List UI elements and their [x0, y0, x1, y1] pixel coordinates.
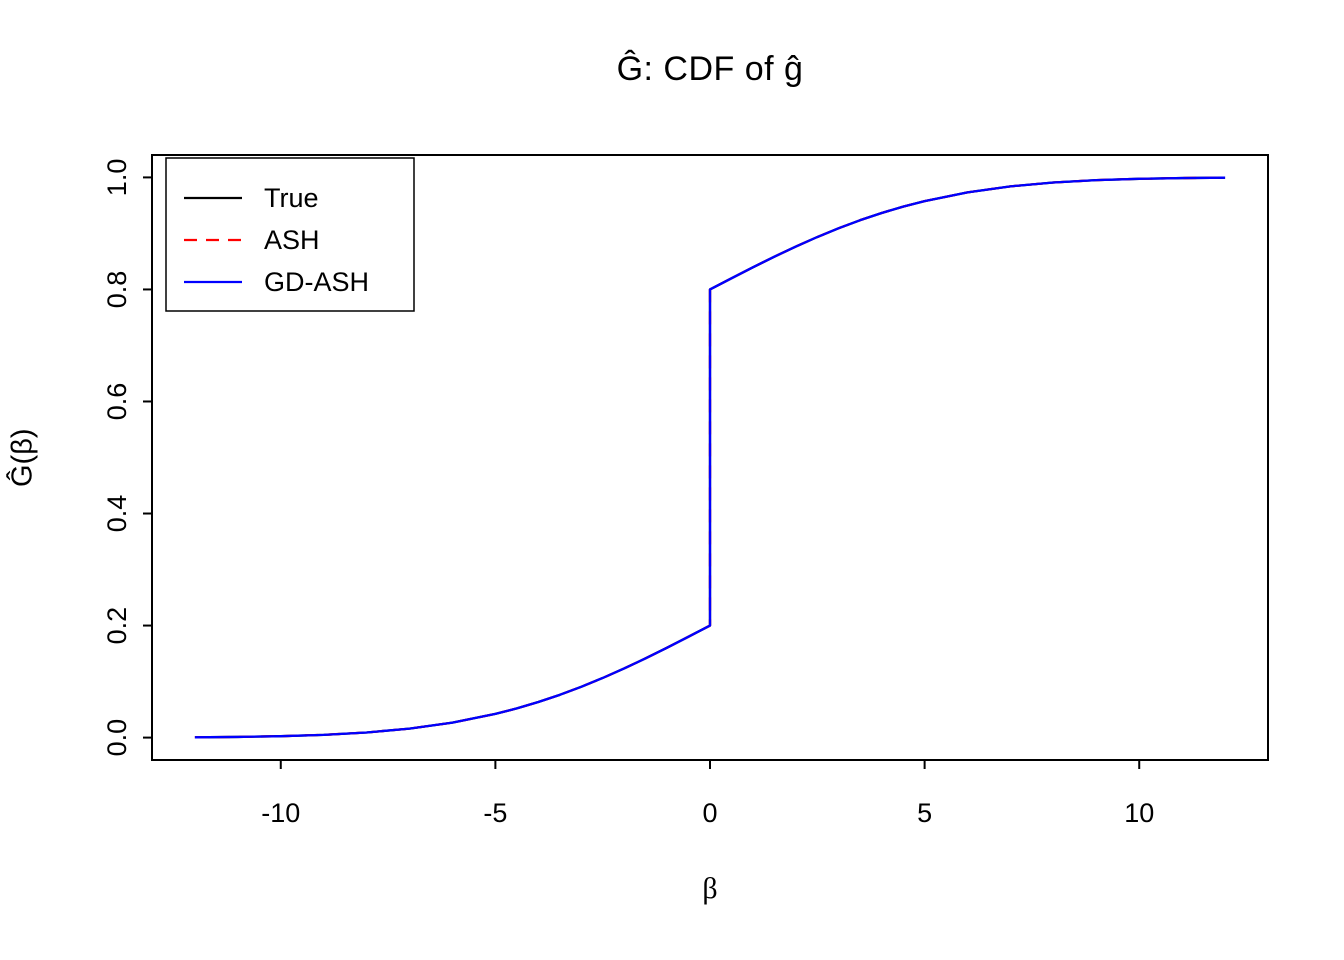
x-tick-label: 0 [702, 798, 717, 828]
x-tick-label: -10 [261, 798, 300, 828]
y-tick-label: 0.4 [102, 495, 132, 533]
legend-label: GD-ASH [264, 267, 369, 297]
legend-label: True [264, 183, 319, 213]
x-tick-label: -5 [483, 798, 507, 828]
x-axis-label: β [702, 872, 718, 905]
y-tick-label: 0.6 [102, 383, 132, 421]
x-tick-label: 5 [917, 798, 932, 828]
chart-title: Ĝ: CDF of ĝ [616, 50, 804, 88]
y-tick-label: 1.0 [102, 159, 132, 197]
x-tick-label: 10 [1124, 798, 1154, 828]
legend-label: ASH [264, 225, 320, 255]
y-axis-label: Ĝ(β) [6, 428, 39, 487]
y-tick-label: 0.2 [102, 607, 132, 645]
series-line-gd-ash [194, 176, 1226, 739]
legend-box [165, 157, 415, 312]
y-tick-label: 0.8 [102, 271, 132, 309]
y-tick-label: 0.0 [102, 719, 132, 757]
